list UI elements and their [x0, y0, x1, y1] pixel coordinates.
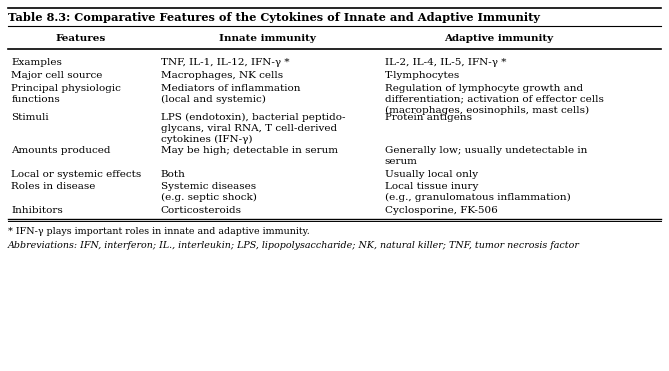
- Text: Regulation of lymphocyte growth and
differentiation; activation of effector cell: Regulation of lymphocyte growth and diff…: [385, 84, 603, 115]
- Text: TNF, IL-1, IL-12, IFN-γ *: TNF, IL-1, IL-12, IFN-γ *: [161, 58, 289, 67]
- Text: IL-2, IL-4, IL-5, IFN-γ *: IL-2, IL-4, IL-5, IFN-γ *: [385, 58, 506, 67]
- Text: Corticosteroids: Corticosteroids: [161, 206, 242, 215]
- Text: Stimuli: Stimuli: [11, 113, 49, 122]
- Text: Cyclosporine, FK-506: Cyclosporine, FK-506: [385, 206, 498, 215]
- Text: Examples: Examples: [11, 58, 62, 67]
- Text: Both: Both: [161, 170, 185, 178]
- Text: Generally low; usually undetectable in
serum: Generally low; usually undetectable in s…: [385, 146, 587, 165]
- Text: Protein antigens: Protein antigens: [385, 113, 472, 122]
- Text: Innate immunity: Innate immunity: [219, 35, 316, 43]
- Text: Local tissue inury
(e.g., granulomatous inflammation): Local tissue inury (e.g., granulomatous …: [385, 182, 571, 202]
- Text: Usually local only: Usually local only: [385, 170, 478, 178]
- Text: Principal physiologic
functions: Principal physiologic functions: [11, 84, 121, 104]
- Text: * IFN-γ plays important roles in innate and adaptive immunity.: * IFN-γ plays important roles in innate …: [8, 227, 310, 236]
- Text: Features: Features: [55, 35, 106, 43]
- Text: LPS (endotoxin), bacterial peptido-
glycans, viral RNA, T cell-derived
cytokines: LPS (endotoxin), bacterial peptido- glyc…: [161, 113, 345, 144]
- Text: May be high; detectable in serum: May be high; detectable in serum: [161, 146, 338, 155]
- Text: Major cell source: Major cell source: [11, 71, 103, 80]
- Text: Adaptive immunity: Adaptive immunity: [444, 35, 553, 43]
- Text: Mediators of inflammation
(local and systemic): Mediators of inflammation (local and sys…: [161, 84, 300, 104]
- Text: Macrophages, NK cells: Macrophages, NK cells: [161, 71, 283, 80]
- Text: T-lymphocytes: T-lymphocytes: [385, 71, 460, 80]
- Text: Inhibitors: Inhibitors: [11, 206, 63, 215]
- Text: Amounts produced: Amounts produced: [11, 146, 111, 155]
- Text: Abbreviations: IFN, interferon; IL., interleukin; LPS, lipopolysaccharide; NK, n: Abbreviations: IFN, interferon; IL., int…: [8, 241, 580, 250]
- Text: Table 8.3: Comparative Features of the Cytokines of Innate and Adaptive Immunity: Table 8.3: Comparative Features of the C…: [8, 12, 540, 23]
- Text: Roles in disease: Roles in disease: [11, 182, 96, 191]
- Text: Systemic diseases
(e.g. septic shock): Systemic diseases (e.g. septic shock): [161, 182, 256, 202]
- Text: Local or systemic effects: Local or systemic effects: [11, 170, 142, 178]
